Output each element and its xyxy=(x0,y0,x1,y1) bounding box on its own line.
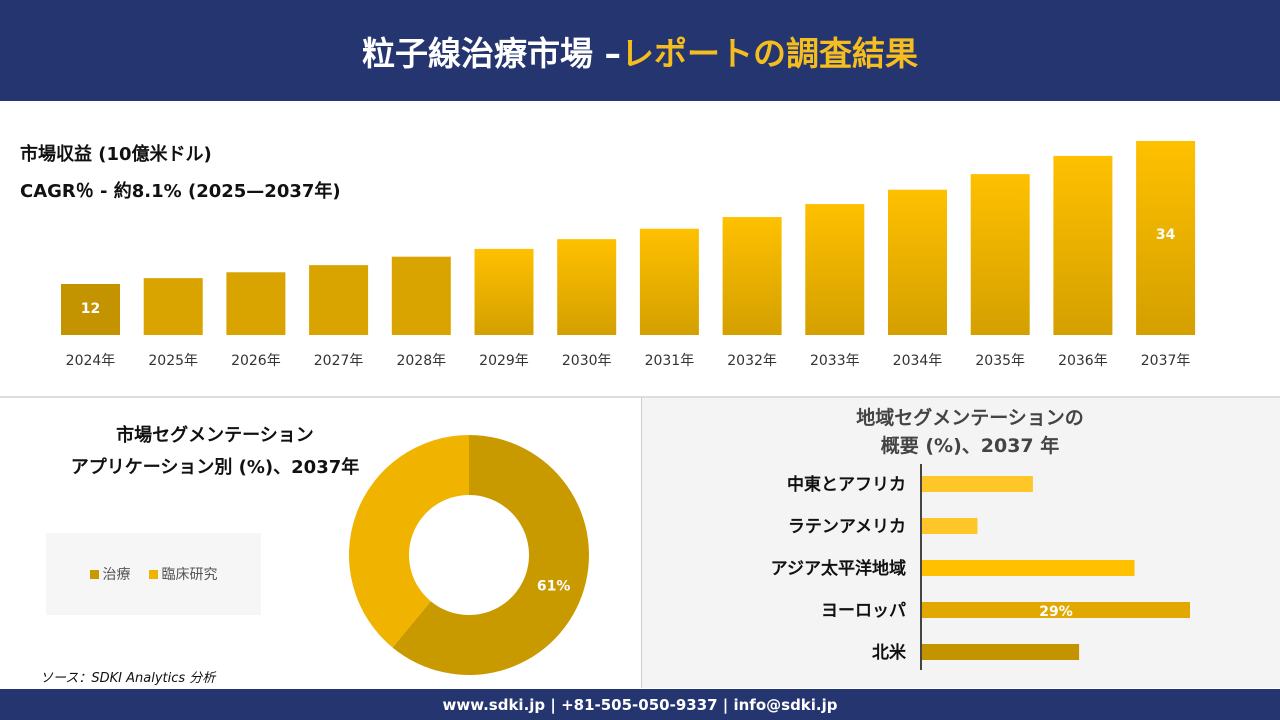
revenue-bar-chart: 2024年 12 2025年 2026年 2027年 2028年 2029年 2030年 203… xyxy=(61,140,1196,369)
x-tick-label: 2037年 xyxy=(1141,353,1191,369)
x-tick-label: 2025年 xyxy=(148,353,198,369)
region-segment-panel xyxy=(641,398,1280,688)
x-tick-label: 2027年 xyxy=(314,353,364,369)
x-tick-label: 2034年 xyxy=(893,353,943,369)
revenue-bar xyxy=(805,204,865,335)
legend-swatch xyxy=(89,569,99,579)
source-note: ソース：SDKI Analytics 分析 xyxy=(40,671,216,686)
x-tick-label: 2033年 xyxy=(810,353,860,369)
revenue-bar xyxy=(888,189,947,335)
revenue-bar xyxy=(226,272,286,335)
slice-label: 61% xyxy=(537,578,571,594)
title-line: 地域セグメンテーションの xyxy=(856,407,1084,429)
revenue-bar xyxy=(557,239,617,335)
region-bar xyxy=(922,518,978,534)
donut-slice xyxy=(392,435,589,675)
title-main: 粒子線治療市場 – xyxy=(362,33,621,73)
revenue-bar xyxy=(391,256,451,335)
region-bar xyxy=(922,602,1190,618)
data-label: 12 xyxy=(81,301,100,317)
title-line: 市場セグメンテーション xyxy=(116,425,314,446)
legend-item: 治療 xyxy=(89,564,131,584)
region-label: 中東とアフリカ xyxy=(787,474,906,495)
donut-legend: 治療 臨床研究 xyxy=(46,533,261,615)
application-donut-chart: 61% xyxy=(349,435,589,675)
region-bar xyxy=(922,476,1033,492)
region-label: ヨーロッパ xyxy=(821,601,906,621)
title-line: 概要 (%)、2037 年 xyxy=(880,435,1060,457)
x-tick-label: 2026年 xyxy=(231,353,281,369)
application-chart-title: 市場セグメンテーション アプリケーション別 (%)、2037年 xyxy=(20,420,410,484)
footer-contact: www.sdki.jp | +81-505-050-9337 | info@sd… xyxy=(0,689,1280,720)
region-label: ラテンアメリカ xyxy=(788,517,906,537)
data-label: 29% xyxy=(1039,604,1073,620)
revenue-bar xyxy=(722,217,782,335)
region-bar xyxy=(922,560,1135,576)
region-label: アジア太平洋地域 xyxy=(771,558,906,579)
region-chart-title: 地域セグメンテーションの 概要 (%)、2037 年 xyxy=(760,404,1180,460)
cagr-subtitle: CAGR％ - 約8.1% (2025—2037年) xyxy=(20,181,341,202)
revenue-bar xyxy=(474,248,534,335)
x-tick-label: 2032年 xyxy=(727,353,777,369)
revenue-chart-title: 市場収益 (10億米ドル) xyxy=(20,144,212,165)
x-tick-label: 2030年 xyxy=(562,353,612,369)
revenue-bar xyxy=(1053,155,1113,335)
legend-item: 臨床研究 xyxy=(148,564,218,584)
legend-label: 治療 xyxy=(102,567,131,583)
revenue-bar xyxy=(309,265,369,335)
revenue-bar xyxy=(1136,140,1196,335)
x-tick-label: 2028年 xyxy=(396,353,446,369)
header-banner: 粒子線治療市場 – レポートの調査結果 xyxy=(0,0,1280,101)
revenue-bar xyxy=(970,174,1030,335)
revenue-bar xyxy=(143,278,203,335)
title-line: アプリケーション別 (%)、2037年 xyxy=(70,457,360,478)
region-label: 北米 xyxy=(872,642,907,663)
title-accent: レポートの調査結果 xyxy=(621,33,918,73)
legend-label: 臨床研究 xyxy=(161,567,218,583)
legend-swatch xyxy=(148,569,158,579)
data-label: 34 xyxy=(1156,227,1176,243)
x-tick-label: 2036年 xyxy=(1058,353,1108,369)
donut-slice xyxy=(349,435,469,648)
divider xyxy=(0,396,1280,398)
revenue-bar xyxy=(61,283,120,335)
x-tick-label: 2035年 xyxy=(975,353,1025,369)
x-tick-label: 2031年 xyxy=(645,353,695,369)
revenue-bar xyxy=(639,228,699,335)
x-tick-label: 2024年 xyxy=(66,353,116,369)
region-bar xyxy=(922,644,1080,660)
x-tick-label: 2029年 xyxy=(479,353,529,369)
